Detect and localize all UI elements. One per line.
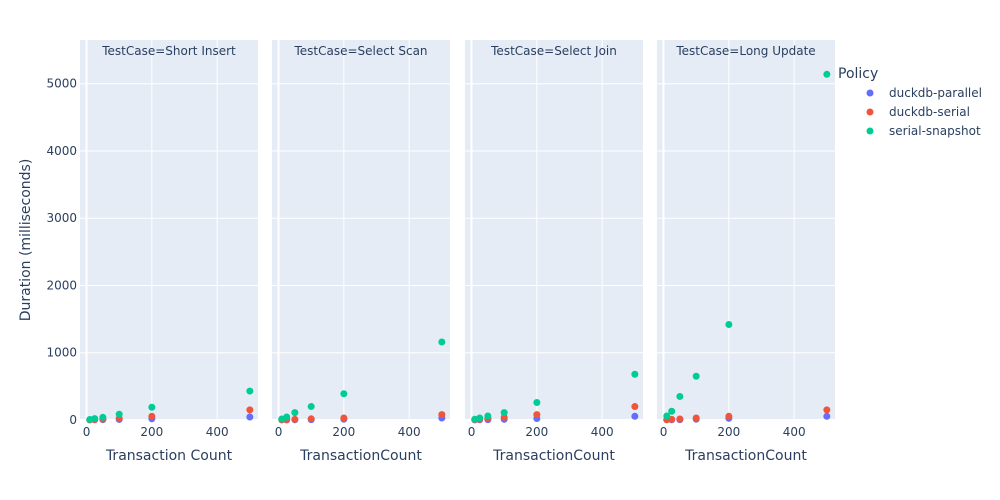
- data-point[interactable]: [91, 415, 99, 423]
- data-point[interactable]: [692, 372, 700, 380]
- x-tick-label: 400: [783, 425, 806, 439]
- data-point[interactable]: [115, 410, 123, 418]
- series-serial-snapshot: [663, 70, 831, 420]
- y-axis-title: Duration (milliseconds): [18, 159, 34, 322]
- data-point[interactable]: [676, 415, 684, 423]
- x-tick-label: 400: [398, 425, 421, 439]
- data-point[interactable]: [725, 320, 733, 328]
- x-axis-title: TransactionCount: [299, 448, 422, 464]
- data-point[interactable]: [823, 70, 831, 78]
- x-tick-label: 0: [275, 425, 283, 439]
- data-point[interactable]: [307, 403, 315, 411]
- y-tick-label: 0: [69, 413, 77, 427]
- data-point[interactable]: [99, 413, 107, 421]
- legend[interactable]: Policy duckdb-parallel duckdb-serial serial…: [838, 66, 982, 138]
- data-point[interactable]: [484, 412, 492, 420]
- x-tick-label: 200: [332, 425, 355, 439]
- legend-item-serial-snapshot[interactable]: serial-snapshot: [866, 124, 981, 138]
- x-tick-label: 200: [717, 425, 740, 439]
- data-point[interactable]: [291, 409, 299, 417]
- legend-label: serial-snapshot: [889, 124, 981, 138]
- data-point[interactable]: [533, 411, 541, 419]
- panel-background: [465, 40, 643, 420]
- data-point[interactable]: [500, 409, 508, 417]
- data-point[interactable]: [283, 413, 291, 421]
- data-point[interactable]: [340, 390, 348, 398]
- panel-title: TestCase=Long Update: [675, 44, 815, 58]
- y-axis: 0 1000 2000 3000 4000 5000: [46, 77, 77, 427]
- panel-background: [272, 40, 450, 420]
- data-point[interactable]: [668, 407, 676, 415]
- data-point[interactable]: [340, 414, 348, 422]
- x-tick-label: 200: [525, 425, 548, 439]
- series-duckdb-serial: [663, 406, 831, 424]
- panel-2: 0 200 400 TestCase=Select Scan TransactionCo…: [272, 40, 450, 464]
- data-point[interactable]: [692, 414, 700, 422]
- data-point[interactable]: [438, 411, 446, 419]
- data-point[interactable]: [668, 415, 676, 423]
- panel-4: 0 200 400 TestCase=Long Update TransactionCo…: [657, 40, 835, 464]
- panels-layer: 0 200 400 TestCase=Short Insert Transaction …: [80, 40, 835, 464]
- legend-title: Policy: [838, 66, 878, 82]
- data-point[interactable]: [246, 387, 254, 395]
- data-point[interactable]: [823, 412, 831, 420]
- x-tick-label: 0: [660, 425, 668, 439]
- legend-label: duckdb-parallel: [889, 86, 982, 100]
- y-tick-label: 5000: [46, 77, 77, 91]
- panel-background: [657, 40, 835, 420]
- y-tick-label: 4000: [46, 144, 77, 158]
- panel-title: TestCase=Select Scan: [293, 44, 427, 58]
- data-point[interactable]: [725, 412, 733, 420]
- data-point[interactable]: [631, 412, 639, 420]
- data-point[interactable]: [823, 406, 831, 414]
- x-tick-label: 400: [591, 425, 614, 439]
- x-axis-title: TransactionCount: [492, 448, 615, 464]
- data-point[interactable]: [631, 370, 639, 378]
- data-point[interactable]: [291, 415, 299, 423]
- series-serial-snapshot: [86, 387, 254, 423]
- panel-title: TestCase=Select Join: [490, 44, 617, 58]
- data-point[interactable]: [148, 412, 156, 420]
- legend-item-duckdb-parallel[interactable]: duckdb-parallel: [866, 86, 982, 100]
- panel-1: 0 200 400 TestCase=Short Insert Transaction …: [80, 40, 258, 464]
- panel-title: TestCase=Short Insert: [101, 44, 236, 58]
- y-tick-label: 1000: [46, 346, 77, 360]
- x-tick-label: 400: [206, 425, 229, 439]
- data-point[interactable]: [533, 399, 541, 407]
- y-tick-label: 3000: [46, 211, 77, 225]
- panel-3: 0 200 400 TestCase=Select Join TransactionCo…: [465, 40, 643, 464]
- y-tick-label: 2000: [46, 278, 77, 292]
- data-point[interactable]: [307, 415, 315, 423]
- data-point[interactable]: [148, 403, 156, 411]
- x-tick-label: 200: [140, 425, 163, 439]
- data-point[interactable]: [246, 406, 254, 414]
- legend-label: duckdb-serial: [889, 105, 970, 119]
- data-point[interactable]: [631, 403, 639, 411]
- x-tick-label: 0: [468, 425, 476, 439]
- x-axis-title: TransactionCount: [684, 448, 807, 464]
- data-point[interactable]: [663, 412, 671, 420]
- legend-marker: [866, 89, 874, 97]
- x-axis-title: Transaction Count: [105, 448, 233, 464]
- x-tick-label: 0: [83, 425, 91, 439]
- legend-marker: [866, 127, 874, 135]
- data-point[interactable]: [246, 413, 254, 421]
- series-serial-snapshot: [471, 370, 639, 423]
- data-point[interactable]: [438, 338, 446, 346]
- legend-marker: [866, 108, 874, 116]
- data-point[interactable]: [676, 392, 684, 400]
- data-point[interactable]: [476, 414, 484, 422]
- series-serial-snapshot: [278, 338, 446, 423]
- legend-item-duckdb-serial[interactable]: duckdb-serial: [866, 105, 970, 119]
- panel-background: [80, 40, 258, 420]
